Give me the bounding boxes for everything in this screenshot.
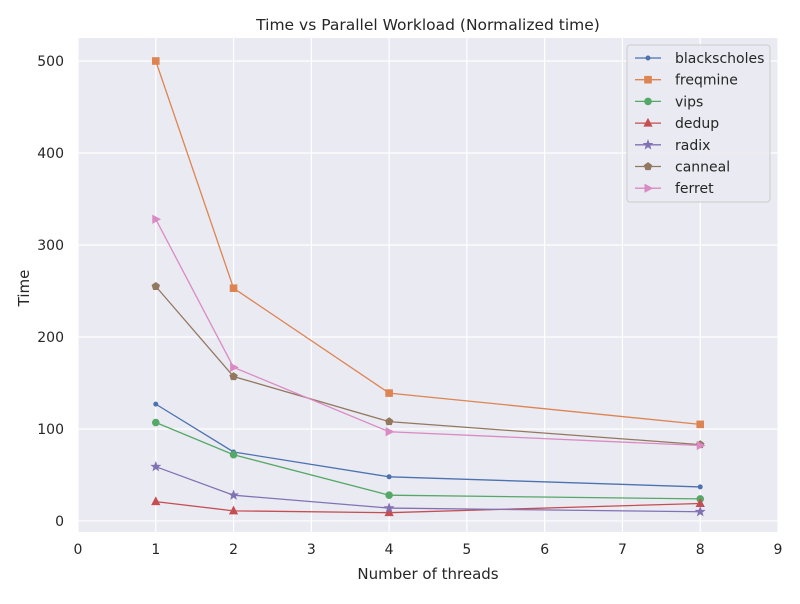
legend-label: freqmine bbox=[675, 73, 738, 89]
data-point bbox=[153, 401, 159, 407]
data-point bbox=[383, 502, 395, 513]
legend-marker bbox=[645, 55, 651, 61]
data-point bbox=[385, 389, 393, 397]
y-tick-labels: 0 100 200 300 400 500 bbox=[37, 54, 64, 530]
x-tick-label: 4 bbox=[385, 542, 394, 558]
data-point bbox=[385, 491, 393, 500]
legend-marker bbox=[644, 97, 652, 106]
legend-item-freqmine: freqmine bbox=[635, 73, 738, 89]
y-tick-label: 100 bbox=[37, 422, 64, 438]
series-freqmine bbox=[151, 57, 705, 429]
data-point bbox=[150, 460, 162, 472]
data-point bbox=[696, 440, 706, 451]
series-line bbox=[155, 500, 701, 514]
data-point bbox=[229, 284, 238, 293]
legend-marker bbox=[644, 183, 654, 193]
y-tick-label: 200 bbox=[37, 330, 64, 346]
x-tick-label: 0 bbox=[74, 542, 83, 558]
x-tick-label: 3 bbox=[307, 542, 316, 558]
legend-item-canneal: canneal bbox=[635, 160, 730, 176]
data-point bbox=[384, 507, 394, 517]
x-tick-label: 9 bbox=[774, 542, 783, 558]
series-vips bbox=[151, 418, 705, 503]
data-point bbox=[229, 372, 238, 381]
legend-label: vips bbox=[675, 94, 703, 110]
series-line bbox=[155, 218, 701, 447]
data-point bbox=[697, 484, 703, 490]
series-group bbox=[150, 57, 706, 517]
legend-marker bbox=[643, 162, 653, 171]
data-point bbox=[694, 506, 706, 517]
y-tick-label: 500 bbox=[37, 54, 64, 70]
series-ferret bbox=[152, 214, 706, 451]
series-line bbox=[155, 60, 701, 426]
data-point bbox=[228, 489, 240, 500]
series-line bbox=[155, 466, 701, 513]
legend-label: blackscholes bbox=[675, 51, 764, 67]
x-tick-label: 8 bbox=[696, 542, 705, 558]
data-point bbox=[152, 214, 162, 224]
legend-box bbox=[626, 44, 771, 203]
data-point bbox=[386, 474, 392, 480]
series-line bbox=[155, 403, 701, 488]
x-tick-label: 5 bbox=[462, 542, 471, 558]
legend-marker bbox=[643, 117, 653, 127]
data-point bbox=[228, 505, 239, 515]
legend-item-blackscholes: blackscholes bbox=[635, 51, 764, 67]
data-point bbox=[151, 57, 160, 65]
legend-item-dedup: dedup bbox=[635, 116, 719, 132]
x-tick-label: 2 bbox=[229, 542, 238, 558]
legend-label: dedup bbox=[675, 116, 719, 132]
y-tick-label: 400 bbox=[37, 146, 64, 162]
legend: blackscholes freqmine vips dedup radix cannea… bbox=[626, 44, 771, 203]
chart-title: Time vs Parallel Workload (Normalized ti… bbox=[255, 16, 600, 34]
y-axis-label: Time bbox=[15, 270, 33, 308]
y-tick-label: 300 bbox=[37, 238, 64, 254]
legend-item-radix: radix bbox=[635, 138, 710, 154]
x-tick-label: 6 bbox=[540, 542, 549, 558]
data-point bbox=[151, 418, 160, 427]
y-tick-label: 0 bbox=[55, 514, 64, 530]
legend-marker bbox=[642, 139, 654, 150]
data-point bbox=[151, 496, 161, 506]
legend-label: radix bbox=[675, 138, 710, 154]
x-tick-label: 7 bbox=[618, 542, 627, 558]
x-tick-labels: 0 1 2 3 4 5 6 7 8 9 bbox=[74, 542, 783, 558]
data-point bbox=[696, 420, 705, 429]
legend-label: canneal bbox=[675, 160, 730, 176]
data-point bbox=[230, 362, 239, 372]
data-point bbox=[384, 417, 394, 426]
series-line bbox=[155, 421, 701, 500]
data-point bbox=[229, 450, 238, 459]
legend-label: ferret bbox=[675, 181, 714, 197]
data-point bbox=[151, 281, 160, 290]
x-tick-label: 1 bbox=[151, 542, 160, 558]
legend-item-vips: vips bbox=[635, 94, 703, 110]
x-axis-label: Number of threads bbox=[357, 565, 498, 583]
legend-item-ferret: ferret bbox=[635, 181, 714, 197]
series-radix bbox=[150, 460, 706, 517]
data-point bbox=[385, 427, 395, 437]
legend-marker bbox=[644, 75, 652, 84]
